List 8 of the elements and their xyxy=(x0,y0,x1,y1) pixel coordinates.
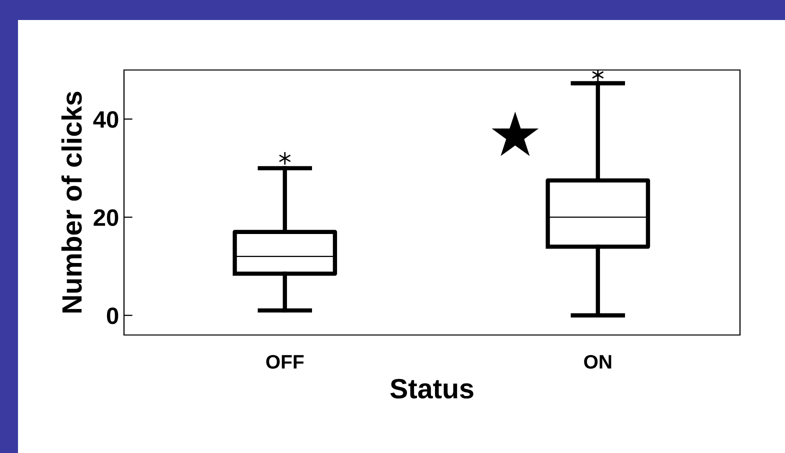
y-axis-title: Number of clicks xyxy=(61,92,82,313)
x-tick-label: ON xyxy=(584,354,612,369)
annotation: ★ xyxy=(492,112,539,156)
x-tick-label: OFF xyxy=(266,354,304,369)
y-tick-label: 0 xyxy=(106,307,118,324)
x-axis-title: Status xyxy=(390,378,474,399)
y-tick-label: 20 xyxy=(94,209,118,226)
y-tick-label: 40 xyxy=(93,111,118,128)
